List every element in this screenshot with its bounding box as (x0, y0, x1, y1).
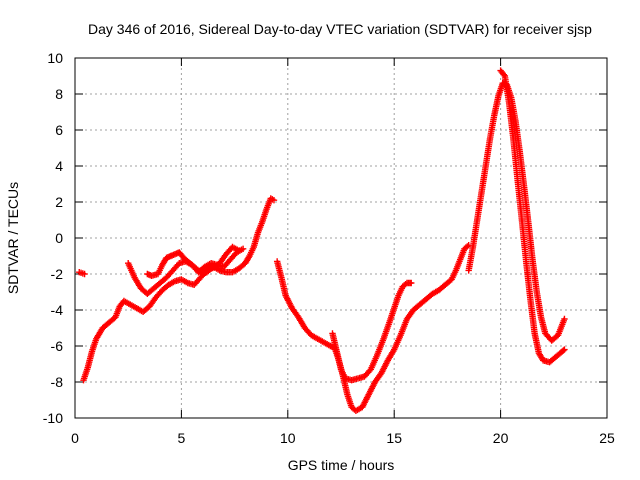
data-point (560, 347, 567, 354)
x-tick-label: 10 (280, 430, 296, 446)
y-tick-label: -6 (51, 338, 64, 354)
y-tick-label: -2 (51, 266, 64, 282)
x-tick-label: 25 (599, 430, 615, 446)
data-point (464, 243, 471, 250)
y-tick-label: 6 (55, 122, 63, 138)
x-tick-label: 15 (386, 430, 402, 446)
data-point (270, 197, 278, 204)
data-points (76, 67, 568, 414)
x-tick-label: 5 (178, 430, 186, 446)
grid-lines (75, 58, 607, 418)
data-point (500, 71, 507, 78)
y-tick-label: 8 (55, 86, 63, 102)
y-tick-label: 2 (55, 194, 63, 210)
data-point (81, 270, 88, 278)
x-tick-label: 20 (493, 430, 509, 446)
data-point (402, 281, 409, 288)
x-tick-label: 0 (71, 430, 79, 446)
y-tick-label: 10 (47, 50, 63, 66)
y-tick-label: -10 (43, 410, 63, 426)
data-point (561, 315, 568, 323)
chart-title: Day 346 of 2016, Sidereal Day-to-day VTE… (88, 21, 592, 37)
data-point (235, 247, 243, 254)
y-tick-label: -8 (51, 374, 64, 390)
y-axis-label: SDTVAR / TECUs (5, 182, 21, 294)
y-tick-label: 0 (55, 230, 63, 246)
plot-frame (74, 57, 608, 419)
y-tick-labels: -10 -8 -6 -4 -2 0 2 4 6 8 10 (43, 50, 63, 426)
data-point (408, 279, 415, 287)
data-point (561, 346, 568, 353)
x-axis-label: GPS time / hours (288, 457, 395, 473)
data-point (239, 245, 247, 252)
y-tick-label: 4 (55, 158, 63, 174)
y-tick-label: -4 (51, 302, 64, 318)
x-tick-labels: 0 5 10 15 20 25 (71, 430, 615, 446)
